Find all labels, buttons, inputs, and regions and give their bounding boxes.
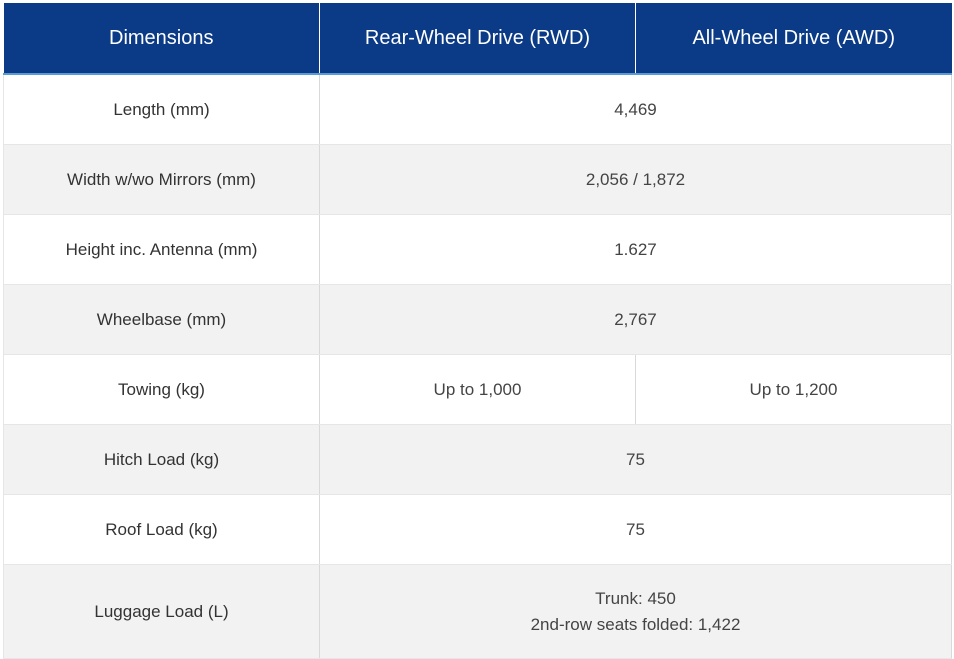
row-label-width: Width w/wo Mirrors (mm): [3, 144, 320, 215]
row-label-height: Height inc. Antenna (mm): [3, 214, 320, 285]
row-value-length: 4,469: [319, 74, 952, 145]
row-label-towing: Towing (kg): [3, 354, 320, 425]
row-label-roof-load: Roof Load (kg): [3, 494, 320, 565]
luggage-trunk-line: Trunk: 450: [595, 588, 676, 608]
row-value-wheelbase: 2,767: [319, 284, 952, 355]
table-header: Dimensions Rear-Wheel Drive (RWD) All-Wh…: [3, 3, 952, 75]
row-value-width: 2,056 / 1,872: [319, 144, 952, 215]
row-value-towing-rwd: Up to 1,000: [319, 354, 636, 425]
row-value-hitch-load: 75: [319, 424, 952, 495]
header-awd: All-Wheel Drive (AWD): [635, 3, 952, 75]
row-value-roof-load: 75: [319, 494, 952, 565]
row-label-hitch-load: Hitch Load (kg): [3, 424, 320, 495]
header-dimensions: Dimensions: [3, 3, 320, 75]
table-row-roof-load: Roof Load (kg) 75: [3, 494, 952, 565]
row-value-towing-awd: Up to 1,200: [635, 354, 952, 425]
table-row-width: Width w/wo Mirrors (mm) 2,056 / 1,872: [3, 144, 952, 215]
row-label-length: Length (mm): [3, 74, 320, 145]
row-label-luggage-load: Luggage Load (L): [3, 564, 320, 659]
luggage-folded-line: 2nd-row seats folded: 1,422: [530, 614, 741, 634]
row-label-wheelbase: Wheelbase (mm): [3, 284, 320, 355]
table-body: Length (mm) 4,469 Width w/wo Mirrors (mm…: [3, 74, 952, 659]
table-row-wheelbase: Wheelbase (mm) 2,767: [3, 284, 952, 355]
row-value-luggage-load: Trunk: 450 2nd-row seats folded: 1,422: [319, 564, 952, 659]
table-row-towing: Towing (kg) Up to 1,000 Up to 1,200: [3, 354, 952, 425]
row-value-height: 1.627: [319, 214, 952, 285]
table-row-luggage-load: Luggage Load (L) Trunk: 450 2nd-row seat…: [3, 564, 952, 659]
table-row-hitch-load: Hitch Load (kg) 75: [3, 424, 952, 495]
header-rwd: Rear-Wheel Drive (RWD): [319, 3, 636, 75]
dimensions-table: Dimensions Rear-Wheel Drive (RWD) All-Wh…: [3, 3, 952, 659]
header-row: Dimensions Rear-Wheel Drive (RWD) All-Wh…: [3, 3, 952, 75]
table-row-length: Length (mm) 4,469: [3, 74, 952, 145]
table-row-height: Height inc. Antenna (mm) 1.627: [3, 214, 952, 285]
